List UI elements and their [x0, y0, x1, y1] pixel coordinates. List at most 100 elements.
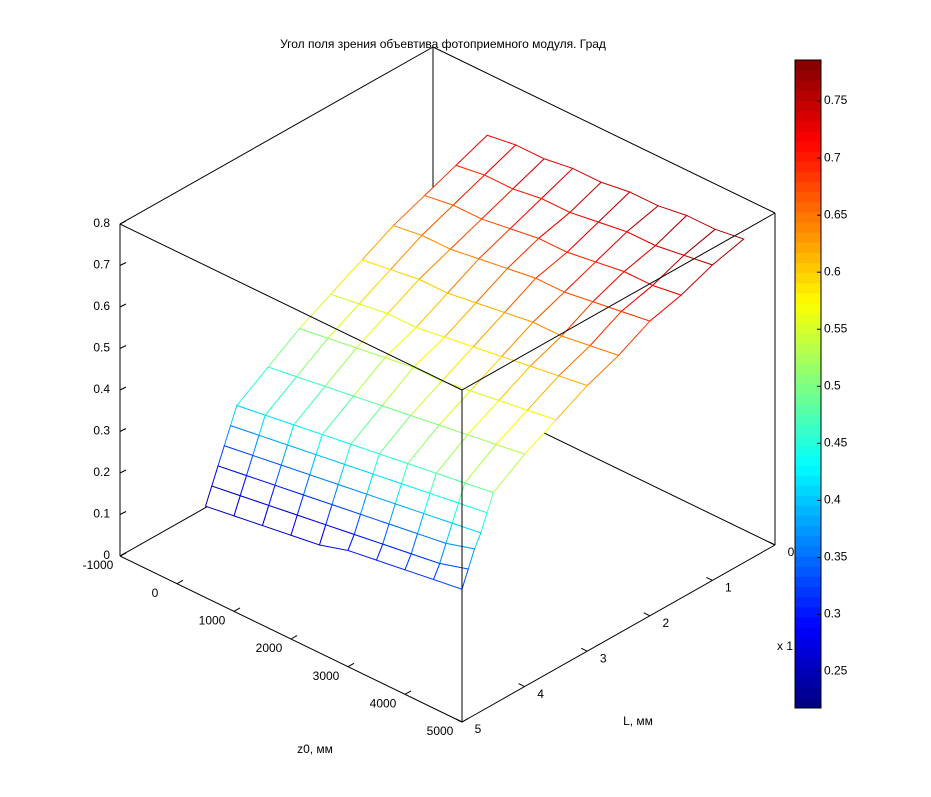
x-tick-label: 3000 [313, 669, 340, 683]
y-tick [768, 541, 776, 546]
z-tick-label: 0.5 [93, 341, 110, 355]
colorbar-cell [795, 495, 821, 506]
z-tick [119, 220, 127, 225]
axis-box-edge [432, 46, 776, 214]
colorbar-cell [795, 465, 821, 476]
colorbar-cell [795, 303, 821, 314]
y-tick [580, 647, 588, 652]
colorbar-tick-label: 0.75 [824, 93, 848, 107]
z-tick-label: 0.1 [93, 507, 110, 521]
colorbar-cell [795, 485, 821, 496]
colorbar-cell [795, 414, 821, 425]
y-tick [706, 576, 713, 581]
x-tick [347, 662, 355, 668]
colorbar-cell [795, 576, 821, 587]
colorbar-cell [795, 313, 821, 324]
colorbar-cell [795, 596, 821, 608]
colorbar-cell [795, 404, 821, 415]
x-tick-label: 4000 [370, 697, 397, 711]
z-tick-label: 0.8 [93, 216, 110, 230]
z-tick [119, 386, 127, 391]
colorbar-cell [795, 616, 821, 628]
y-tick-label: 3 [600, 651, 607, 665]
colorbar-cell [795, 394, 821, 405]
y-tick [643, 612, 651, 617]
z-tick [119, 428, 127, 432]
axis-box-edge [119, 223, 463, 391]
colorbar-cell [795, 687, 821, 699]
colorbar-cell [795, 647, 821, 658]
x-tick [176, 579, 184, 585]
chart-title: Угол поля зрения объевтива фотоприемного… [280, 37, 606, 51]
y-tick-label: 5 [475, 722, 482, 736]
colorbar-tick-label: 0.35 [824, 550, 848, 564]
z-tick-label: 0.6 [93, 299, 110, 313]
colorbar-cell [795, 677, 821, 689]
colorbar-cell [795, 657, 821, 668]
colorbar-cell [795, 556, 821, 567]
z-tick [119, 303, 127, 308]
y-exponent-label: x 1 [777, 639, 793, 653]
colorbar-cell [795, 100, 821, 112]
colorbar-cell [795, 697, 821, 709]
colorbar-cell [795, 444, 821, 456]
x-tick [119, 552, 127, 557]
colorbar-cell [795, 211, 821, 223]
colorbar-cell [795, 363, 821, 375]
colorbar-cell [795, 282, 821, 294]
z-tick [119, 345, 127, 349]
x-axis-label: z0, мм [297, 742, 333, 756]
colorbar-cell [795, 333, 821, 344]
z-tick [119, 511, 127, 515]
colorbar-cell [795, 222, 821, 233]
colorbar-cell [795, 130, 821, 142]
colorbar-tick-label: 0.3 [824, 607, 841, 621]
x-tick [290, 635, 298, 640]
x-tick-label: 0 [152, 586, 159, 600]
x-tick-label: 1000 [199, 614, 226, 628]
colorbar-cell [795, 80, 821, 91]
colorbar-cell [795, 454, 821, 466]
colorbar-tick-label: 0.6 [824, 264, 841, 278]
z-tick-label: 0.7 [93, 258, 110, 272]
colorbar-tick-label: 0.65 [824, 207, 848, 221]
y-tick [518, 683, 525, 688]
colorbar-frame [794, 59, 822, 709]
colorbar-cell [795, 586, 821, 598]
z-tick-label: 0 [103, 548, 110, 562]
colorbar-cell [795, 606, 821, 618]
colorbar-cell [795, 525, 821, 537]
z-tick [119, 469, 127, 474]
colorbar-cell [795, 627, 821, 638]
colorbar-cell [795, 141, 821, 152]
colorbar-tick-label: 0.25 [824, 664, 848, 678]
z-tick [119, 262, 127, 266]
colorbar-cell [795, 515, 821, 527]
axis-box-edge [461, 212, 776, 391]
colorbar-cell [795, 373, 821, 385]
colorbar-cell [795, 637, 821, 648]
colorbar-cell [795, 323, 821, 334]
x-tick [404, 690, 412, 695]
y-tick-label: 4 [537, 687, 544, 701]
colorbar-cell [795, 242, 821, 253]
z-tick-label: 0.4 [93, 382, 110, 396]
colorbar-tick-label: 0.4 [824, 493, 841, 507]
z-tick-label: 0.3 [93, 424, 110, 438]
colorbar-cell [795, 424, 821, 436]
colorbar-cell [795, 90, 821, 101]
colorbar-cell [795, 546, 821, 557]
colorbar-cell [795, 70, 821, 81]
colorbar-cell [795, 272, 821, 284]
colorbar-cell [795, 161, 821, 172]
axis-box-edge [461, 544, 776, 723]
colorbar-cell [795, 535, 821, 547]
x-tick-label: 2000 [256, 641, 283, 655]
y-tick-label: 2 [662, 616, 669, 630]
colorbar-cell [795, 171, 821, 182]
axis-box-edge [119, 46, 434, 225]
colorbar-cell [795, 232, 821, 243]
colorbar-cell [795, 292, 821, 304]
colorbar-cell [795, 252, 821, 263]
